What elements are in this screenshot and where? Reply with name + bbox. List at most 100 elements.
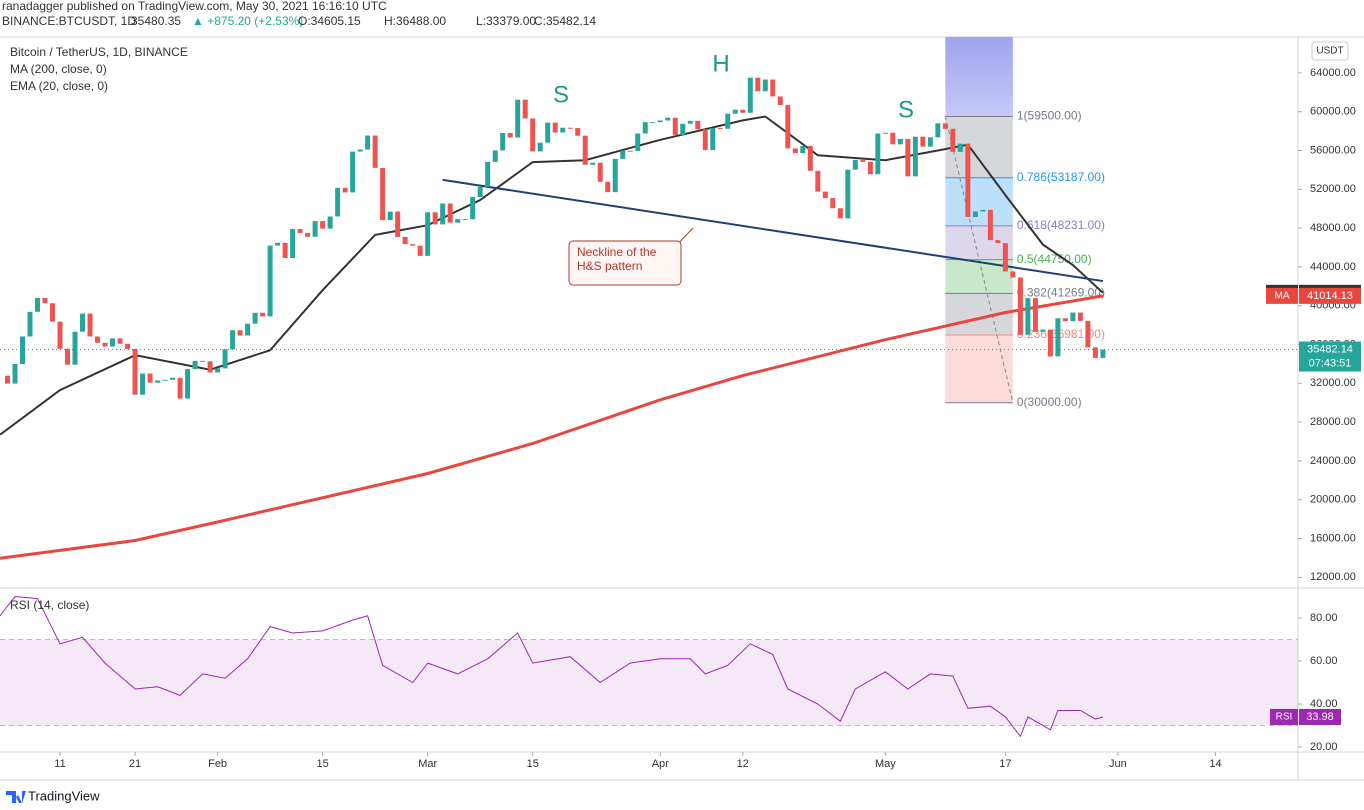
rsi-tag-value: 33.98 — [1306, 711, 1334, 723]
candle-body — [215, 368, 221, 373]
candle-body — [927, 137, 933, 147]
candle-body — [1070, 312, 1076, 322]
candle-body — [807, 145, 813, 171]
rsi-y-tick-label: 60.00 — [1310, 655, 1338, 667]
candle-body — [1092, 347, 1098, 358]
candle-body — [1055, 318, 1061, 357]
candle-body — [920, 136, 926, 147]
candle-body — [65, 348, 71, 365]
candle-body — [935, 123, 941, 138]
candle-body — [740, 109, 746, 113]
ma-line — [0, 294, 1104, 560]
candle-body — [485, 161, 491, 187]
candle-body — [207, 361, 213, 373]
rsi-y-tick-label: 40.00 — [1310, 698, 1338, 710]
fib-zone — [945, 334, 1013, 403]
candle-body — [672, 117, 678, 135]
candle-body — [627, 150, 633, 152]
fib-zone — [945, 177, 1013, 226]
price-tag-value: 35482.14 — [1307, 343, 1353, 355]
candle-body — [297, 228, 303, 233]
candle-body — [455, 219, 461, 223]
candle-body — [815, 170, 821, 192]
candle-body — [912, 136, 918, 177]
candle-body — [717, 127, 723, 129]
ohlc-high: H:36488.00 — [384, 14, 446, 28]
candle-body — [425, 212, 431, 256]
candle-body — [800, 145, 806, 154]
fib-label: 0.236(36981.00) — [1017, 327, 1105, 341]
candle-body — [275, 242, 281, 246]
candle-body — [905, 138, 911, 177]
x-tick-label: 21 — [129, 758, 141, 770]
candle-body — [582, 135, 588, 165]
ma-tag-name-box — [1266, 287, 1298, 304]
candle-body — [590, 162, 596, 165]
fib-label: 0.618(48231.00) — [1017, 218, 1105, 232]
axes: 64000.00 60000.00 56000.00 52000.00 48000.00… — [54, 67, 1361, 770]
candle-body — [852, 159, 858, 170]
candle-body — [230, 330, 236, 350]
candle-body — [245, 323, 251, 336]
y-tick-label: 24000.00 — [1310, 455, 1356, 467]
fib-zone — [945, 225, 1013, 260]
rsi-tag-name-box — [1270, 708, 1298, 725]
ma-tag-box — [1299, 287, 1361, 304]
rsi-line — [0, 595, 1104, 738]
candle-body — [312, 221, 318, 237]
candle-body — [680, 123, 686, 135]
candle-body — [687, 120, 693, 124]
candle-body — [1025, 298, 1031, 335]
candle-body — [792, 148, 798, 154]
brand: TradingView — [28, 788, 100, 803]
candle-body — [335, 187, 341, 217]
rsi-y-tick-label: 80.00 — [1310, 612, 1338, 624]
candle-body — [5, 375, 11, 384]
candle-body — [267, 245, 273, 317]
fib-zone — [945, 259, 1013, 294]
symbol: BINANCE:BTCUSDT, 1D — [2, 14, 136, 28]
candle-body — [440, 203, 446, 225]
candle-body — [72, 331, 78, 365]
candle-body — [1062, 318, 1068, 322]
candle-body — [1040, 329, 1046, 332]
candle-body — [575, 128, 581, 136]
rsi-tag-box — [1299, 708, 1341, 725]
fib-label: 0.786(53187.00) — [1017, 170, 1105, 184]
candle-body — [987, 209, 993, 241]
candle-body — [387, 211, 393, 221]
candle-body — [882, 132, 888, 134]
candle-body — [822, 191, 828, 199]
callout-text: Neckline of the H&S pattern — [577, 245, 657, 273]
annotation: S — [553, 81, 569, 108]
y-tick-label: 56000.00 — [1310, 144, 1356, 156]
candle-body — [597, 162, 603, 182]
candle-body — [170, 377, 176, 380]
ma-tag-name: MA — [1275, 291, 1290, 302]
candle-body — [777, 96, 783, 106]
y-tick-label: 12000.00 — [1310, 571, 1356, 583]
y-tick-label: 64000.00 — [1310, 67, 1356, 79]
candle-body — [200, 360, 206, 362]
neckline — [442, 178, 1104, 283]
candle-body — [552, 122, 558, 133]
rsi-tag-name: RSI — [1276, 712, 1293, 723]
candle-body — [702, 129, 708, 151]
candle-body — [27, 311, 33, 337]
fib-label: 0.382(41269.00) — [1017, 286, 1105, 300]
candle-body — [350, 151, 356, 193]
candle-body — [995, 240, 1001, 244]
candle-body — [470, 197, 476, 220]
last-price: 35480.35 — [131, 14, 181, 28]
candle-body — [965, 143, 971, 217]
ohlc-open: O:34605.15 — [298, 14, 361, 28]
candle-body — [650, 122, 656, 124]
rsi-pane — [0, 595, 1298, 738]
candle-body — [327, 216, 333, 229]
x-tick-label: 15 — [316, 758, 328, 770]
candle-body — [372, 135, 378, 168]
x-tick-label: Feb — [208, 758, 227, 770]
candle-body — [80, 313, 86, 332]
